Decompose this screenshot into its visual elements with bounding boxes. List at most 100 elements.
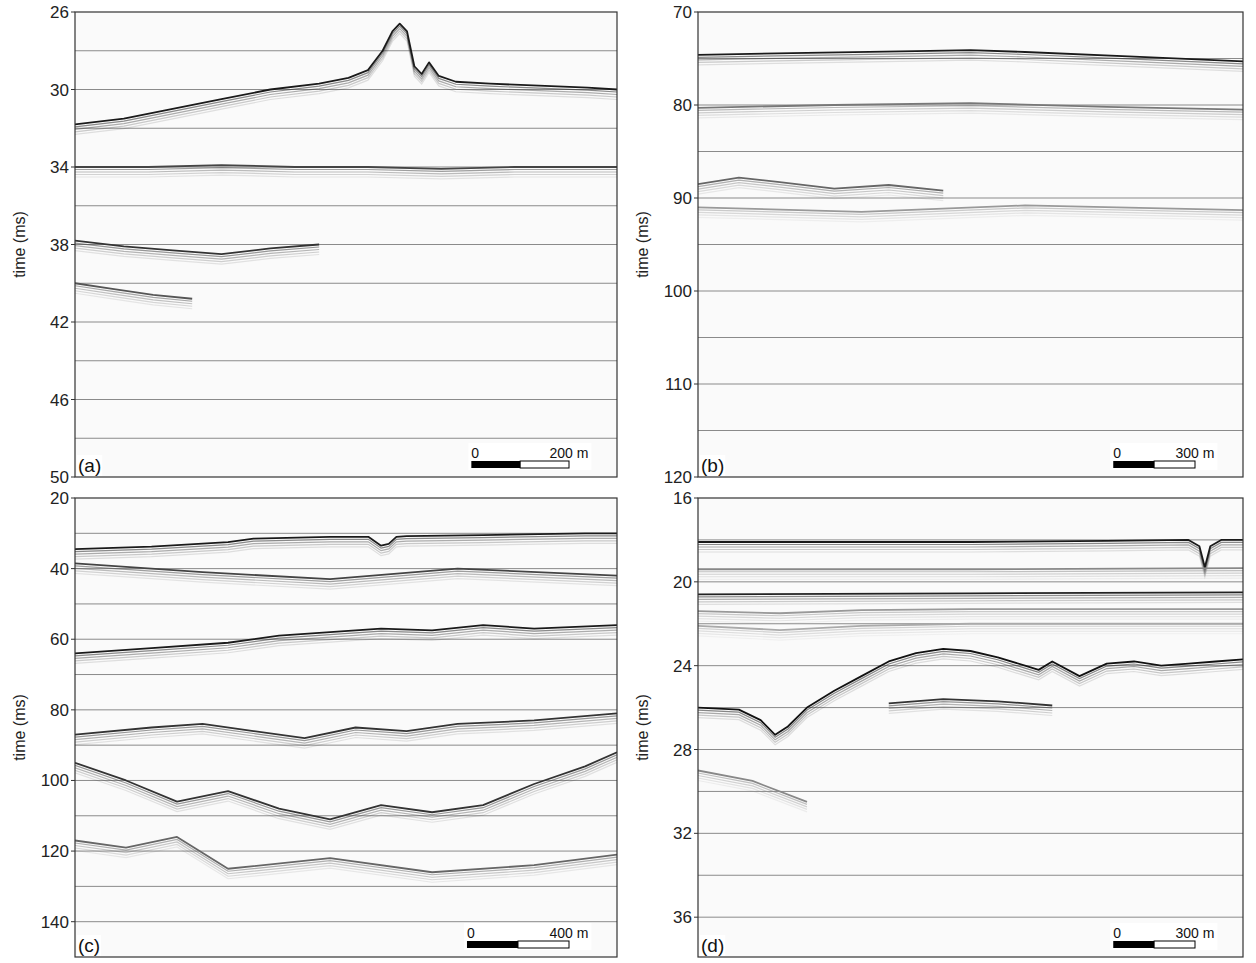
scale-bar-black bbox=[1113, 941, 1154, 948]
y-tick bbox=[71, 639, 75, 640]
reflector bbox=[698, 649, 1243, 735]
reflector-echo bbox=[698, 188, 943, 201]
y-tick-label: 100 bbox=[664, 282, 692, 301]
panel: 20406080100120140time (ms)(c)0400 m bbox=[11, 489, 617, 957]
plot-area bbox=[75, 533, 617, 921]
reflector-echo bbox=[75, 34, 617, 135]
scale-bar-black bbox=[1113, 461, 1154, 468]
grid-line bbox=[698, 917, 1243, 918]
grid-line bbox=[75, 244, 617, 245]
grid-line bbox=[75, 50, 617, 51]
scale-bar-label: 0 bbox=[471, 445, 479, 461]
scale-bar-white bbox=[1154, 461, 1195, 468]
plot-background bbox=[698, 12, 1243, 477]
y-tick bbox=[694, 498, 698, 499]
grid-line bbox=[75, 283, 617, 284]
grid-line bbox=[75, 780, 617, 781]
reflector-echo bbox=[75, 635, 617, 663]
y-tick bbox=[71, 709, 75, 710]
plot-area bbox=[75, 24, 617, 439]
reflector bbox=[75, 563, 617, 579]
y-tick-label: 120 bbox=[664, 468, 692, 487]
reflector bbox=[75, 241, 319, 255]
y-tick-label: 38 bbox=[50, 236, 69, 255]
y-tick bbox=[71, 498, 75, 499]
plot-area bbox=[698, 540, 1243, 917]
reflector-echo bbox=[698, 215, 1243, 222]
reflector-echo bbox=[698, 571, 1243, 572]
plot-background bbox=[75, 12, 617, 477]
y-axis-title: time (ms) bbox=[11, 211, 28, 278]
scale-bar-label: 300 m bbox=[1176, 925, 1215, 941]
grid-line bbox=[698, 833, 1243, 834]
y-tick-label: 90 bbox=[673, 189, 692, 208]
panel-letter-group: (c) bbox=[77, 935, 101, 956]
y-tick-label: 40 bbox=[50, 560, 69, 579]
scale-bar: 0400 m bbox=[464, 923, 591, 950]
scale-bar: 0 200 m bbox=[468, 443, 591, 470]
grid-line bbox=[75, 438, 617, 439]
grid-line bbox=[75, 745, 617, 746]
scale-bar-patch bbox=[468, 443, 591, 470]
y-tick-label: 24 bbox=[673, 657, 692, 676]
grid-line bbox=[698, 337, 1243, 338]
reflector bbox=[698, 205, 1243, 212]
panel-letter: (c) bbox=[78, 935, 100, 956]
reflector bbox=[698, 568, 1243, 569]
y-tick bbox=[694, 105, 698, 106]
reflector-echo bbox=[75, 168, 617, 172]
plot-area bbox=[698, 50, 1243, 430]
y-tick-label: 42 bbox=[50, 313, 69, 332]
reflector-echo bbox=[698, 597, 1243, 599]
reflector-echo bbox=[75, 31, 617, 132]
y-tick-label: 26 bbox=[50, 3, 69, 22]
reflector bbox=[75, 837, 617, 872]
scale-bar-white bbox=[1154, 941, 1195, 948]
panel-letter-group: (a) bbox=[77, 455, 102, 476]
panel: 26303438424650time (ms)(a)0200 m bbox=[11, 3, 617, 487]
y-tick-label: 110 bbox=[665, 375, 692, 394]
reflector bbox=[75, 625, 617, 653]
grid-line bbox=[698, 384, 1243, 385]
panel-letter: (d) bbox=[701, 935, 724, 956]
y-tick-label: 140 bbox=[41, 913, 69, 932]
reflector bbox=[75, 713, 617, 738]
scale-bar-label: 200 m bbox=[550, 445, 589, 461]
grid-line bbox=[75, 399, 617, 400]
panel-letter: (a) bbox=[78, 455, 101, 476]
panel: 708090100110120time (ms)(b)0300 m bbox=[634, 3, 1243, 487]
figure: 26303438424650time (ms)(a)0200 m70809010… bbox=[0, 0, 1256, 963]
scale-bar-patch bbox=[1110, 443, 1217, 470]
y-tick-label: 28 bbox=[673, 741, 692, 760]
reflector-echo bbox=[698, 634, 1243, 640]
scale-bar-black bbox=[467, 941, 518, 948]
grid-line bbox=[75, 360, 617, 361]
panel-letter-group: (b) bbox=[700, 455, 725, 476]
y-tick bbox=[694, 749, 698, 750]
scale-bar: 0300 m bbox=[1110, 443, 1217, 470]
grid-line bbox=[698, 291, 1243, 292]
reflector bbox=[75, 283, 192, 299]
reflector-echo bbox=[698, 60, 1243, 71]
scale-bar-label: 300 m bbox=[1176, 445, 1215, 461]
y-tick bbox=[71, 399, 75, 400]
reflector bbox=[75, 24, 617, 125]
reflector bbox=[698, 540, 1243, 567]
label-patch bbox=[77, 935, 101, 956]
grid-line bbox=[698, 875, 1243, 876]
y-axis-title: time (ms) bbox=[634, 211, 651, 278]
y-tick-label: 50 bbox=[50, 468, 69, 487]
reflector bbox=[698, 103, 1243, 110]
plot-background bbox=[75, 498, 617, 957]
grid-line bbox=[75, 128, 617, 129]
scale-bar-patch bbox=[1110, 923, 1217, 950]
y-tick bbox=[694, 291, 698, 292]
grid-line bbox=[698, 581, 1243, 582]
y-tick bbox=[71, 921, 75, 922]
reflector-echo bbox=[698, 600, 1243, 602]
grid-line bbox=[75, 709, 617, 710]
grid-line bbox=[75, 322, 617, 323]
y-tick bbox=[71, 780, 75, 781]
reflector-echo bbox=[889, 709, 1053, 715]
reflector-echo bbox=[698, 576, 1243, 577]
